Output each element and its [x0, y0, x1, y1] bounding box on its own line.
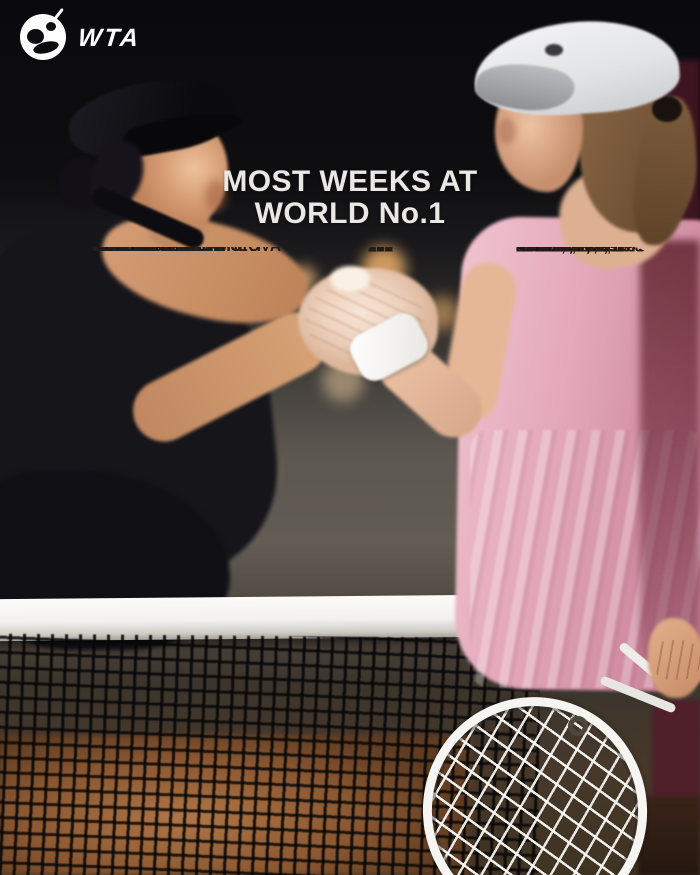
ranking-table: STEFFI GRAF 377 AUGUST 17, 1987 MARTINA …: [65, 247, 657, 831]
date-reached: OCTOBER 20, 2003: [516, 247, 643, 255]
date-reached: NOVEMBER 3, 1975: [516, 247, 646, 255]
weeks-count: 122: [368, 247, 394, 256]
date-reached: JULY 10, 1978: [516, 247, 608, 255]
player-name: STEFFI GRAF: [92, 247, 197, 256]
player-name: SERENA WILLIAMS: [92, 247, 241, 256]
wta-wordmark: WTA: [76, 24, 143, 52]
player-name: IGA SWIATEK: [92, 247, 197, 256]
player-name: LINDSAY DAVENPORT: [92, 247, 264, 256]
weeks-count: 117: [368, 247, 393, 256]
title-line-2: WORLD No.1: [254, 197, 446, 230]
racquet-string-logo: [568, 716, 588, 736]
weeks-count: 319: [368, 247, 394, 256]
player-left-profile-shadow: [205, 180, 227, 212]
emblem-detail: [46, 22, 56, 31]
player-right-scrunchie: [652, 96, 682, 122]
date-reached: OCTOBER 12, 1998: [516, 247, 643, 255]
emblem-detail: [27, 29, 44, 44]
player-right-profile-shadow: [498, 118, 516, 144]
weeks-count: 178: [368, 247, 394, 256]
weeks-count: 209: [368, 247, 394, 256]
weeks-count: 377: [368, 247, 394, 256]
player-right-cap-logo: [545, 44, 563, 56]
player-name: MARTINA NAVRATILOVA: [92, 247, 281, 256]
player-right-hand-fingers: [652, 640, 700, 680]
player-name: JUSTINE HENIN: [92, 247, 214, 256]
date-reached: MARCH 11, 1991: [516, 247, 625, 255]
weeks-count: 121: [368, 247, 394, 256]
weeks-count: 98: [368, 247, 385, 256]
weeks-count: 260: [368, 247, 394, 256]
player-name: ASHLEIGH BARTY: [92, 247, 234, 256]
date-reached: JULY 8, 2002: [516, 247, 601, 255]
wta-emblem-icon: [20, 7, 66, 60]
player-name: MONICA SELES: [92, 247, 213, 256]
wta-logo: WTA: [20, 7, 200, 64]
player-right-dress-shadow: [640, 240, 700, 660]
date-reached: MARCH 31, 1997: [516, 247, 626, 255]
player-name: MARTINA HINGIS: [92, 247, 225, 256]
player-name: CHRIS EVERT: [92, 247, 200, 256]
clasped-hands-highlight: [330, 266, 370, 292]
player-right-leg: [638, 796, 700, 875]
date-reached: JUNE 24, 2019: [516, 247, 611, 255]
date-reached: AUGUST 17, 1987: [516, 247, 633, 255]
date-reached: APRIL 4, 2022: [516, 247, 608, 255]
page-title: MOST WEEKS AT WORLD No.1: [0, 166, 700, 230]
player-right-hand-grip: [648, 618, 700, 698]
weeks-count: 332: [368, 247, 394, 256]
title-line-1: MOST WEEKS AT: [222, 165, 478, 198]
